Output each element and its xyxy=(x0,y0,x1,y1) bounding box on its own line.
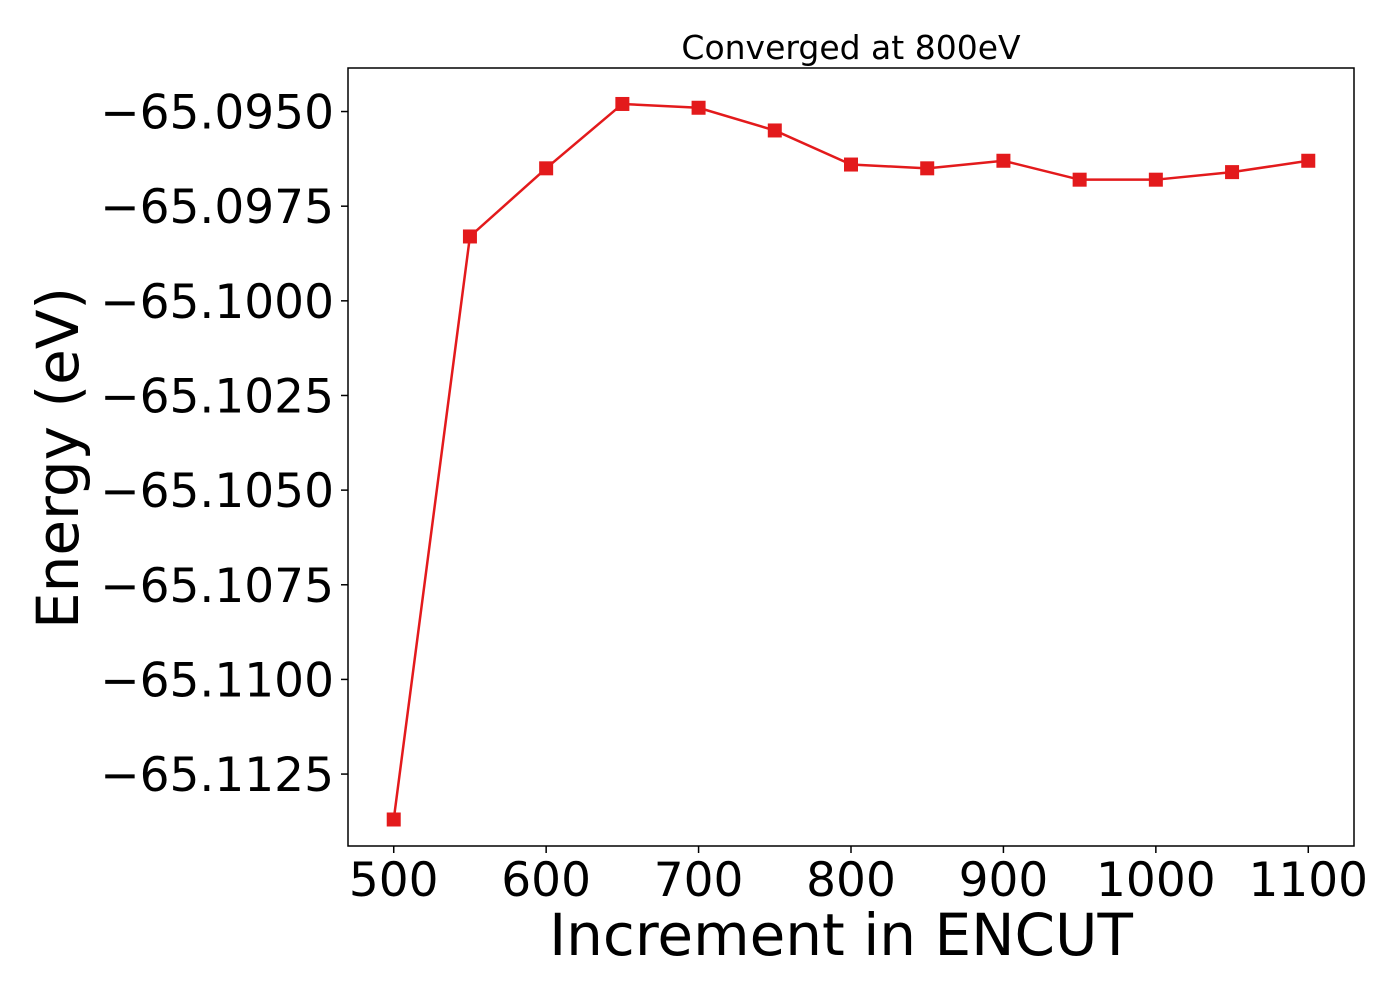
data-point-marker xyxy=(691,100,706,115)
y-tick-label: −65.1025 xyxy=(100,369,334,424)
series-line xyxy=(392,102,1309,820)
y-tick-label: −65.1100 xyxy=(100,653,334,708)
data-point-marker xyxy=(1301,153,1316,168)
series-layer xyxy=(386,96,1316,827)
y-axis-title: Energy (eV) xyxy=(24,287,92,629)
data-point-marker xyxy=(844,157,858,172)
x-tick-label: 500 xyxy=(349,853,439,908)
x-tick-label: 600 xyxy=(501,853,591,908)
y-axis: −65.0950 −65.0975 −65.1000 −65.1025 −65.1050… xyxy=(100,86,348,803)
y-tick-label: −65.1125 xyxy=(100,748,334,803)
plot-area-frame xyxy=(347,67,1355,847)
x-tick-label: 1000 xyxy=(1096,853,1216,908)
x-tick-label: 700 xyxy=(654,853,744,908)
data-point-marker xyxy=(539,161,554,176)
y-tick-label: −65.0950 xyxy=(100,86,334,141)
data-point-marker xyxy=(386,812,401,827)
y-tick-label: −65.1000 xyxy=(100,275,334,330)
data-point-marker xyxy=(996,153,1011,168)
x-tick-label: 800 xyxy=(806,853,896,908)
x-axis: 500 600 700 800 900 1000 1100 xyxy=(349,846,1368,908)
data-point-marker xyxy=(1225,165,1240,180)
y-tick-label: −65.0975 xyxy=(100,180,334,235)
data-point-marker xyxy=(920,161,935,176)
data-point-marker xyxy=(1148,172,1163,187)
x-tick-label: 1100 xyxy=(1248,853,1368,908)
data-point-marker xyxy=(1072,172,1087,187)
y-tick-label: −65.1050 xyxy=(100,464,334,519)
chart-title: Converged at 800eV xyxy=(681,28,1021,67)
data-point-marker xyxy=(462,229,477,244)
data-point-marker xyxy=(615,96,630,111)
data-point-marker xyxy=(767,123,782,138)
x-axis-title: Increment in ENCUT xyxy=(549,901,1133,969)
x-tick-label: 900 xyxy=(959,853,1049,908)
y-tick-label: −65.1075 xyxy=(100,559,334,614)
